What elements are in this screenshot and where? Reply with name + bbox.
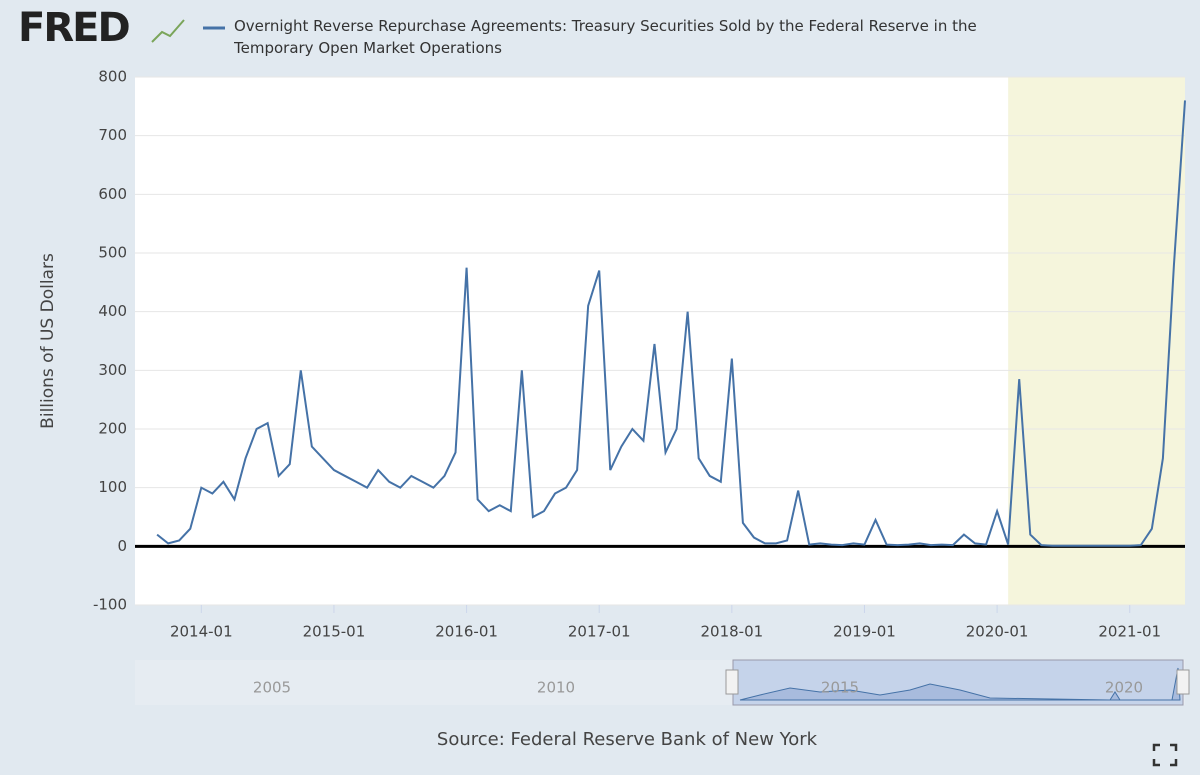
legend-box: Overnight Reverse Repurchase Agreements:… [234,17,977,57]
y-tick-label: 100 [98,478,127,496]
shaded-region [1008,77,1185,605]
logo: FRED [18,5,129,51]
y-tick-label: 200 [98,420,127,438]
legend-label: Overnight Reverse Repurchase Agreements:… [234,17,977,57]
y-tick-label: 500 [98,244,127,262]
navigator-series [739,667,1181,701]
x-tick-label: 2015-01 [303,623,366,641]
navigator-label: 2020 [1105,679,1143,697]
fullscreen-button[interactable] [1152,743,1178,767]
y-tick-label: 700 [98,126,127,144]
y-tick-label: 400 [98,302,127,320]
y-tick-label: -100 [93,596,127,614]
x-tick-label: 2017-01 [568,623,631,641]
series-line [156,100,1186,547]
x-tick-label: 2016-01 [435,623,498,641]
x-tick-label: 2020-01 [966,623,1029,641]
x-tick-label: 2021-01 [1098,623,1161,641]
y-tick-label: 300 [98,361,127,379]
navigator-label: 2010 [537,679,575,697]
y-axis-label: Billions of US Dollars [38,253,58,429]
navigator-label: 2015 [821,679,859,697]
navigator-handle[interactable] [725,669,739,695]
source: Source: Federal Reserve Bank of New York [437,729,818,750]
y-tick-label: 800 [98,68,127,86]
navigator-handle[interactable] [1176,669,1190,695]
x-tick-label: 2018-01 [700,623,763,641]
y-tick-label: 600 [98,185,127,203]
logo-icon [151,19,185,43]
x-tick-label: 2014-01 [170,623,233,641]
x-tick-label: 2019-01 [833,623,896,641]
navigator-label: 2005 [253,679,291,697]
y-tick-label: 0 [117,537,127,555]
